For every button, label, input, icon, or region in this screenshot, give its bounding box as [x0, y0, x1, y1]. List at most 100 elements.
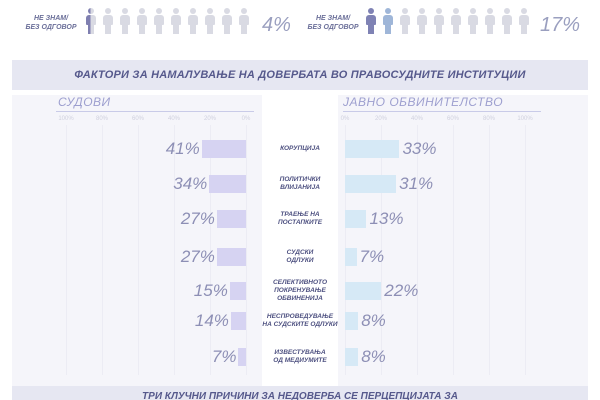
courts-axis-tick: 100%: [58, 116, 74, 122]
person-icon: [222, 8, 232, 34]
prosecution-value-label: 31%: [399, 174, 434, 193]
prosecution-bar: [345, 210, 367, 228]
person-icon: [205, 8, 215, 34]
prosecution-bar: [345, 312, 359, 330]
courts-axis-tick: 80%: [95, 116, 108, 122]
top-right-percent: 17%: [540, 14, 581, 36]
factor-label: ТРАЕЊЕ НА ПОСТАПКИТЕ: [262, 211, 338, 227]
person-icon: [417, 8, 427, 34]
courts-gridline: [174, 125, 175, 375]
top-left-dont-know-label: НЕ ЗНАМ/ БЕЗ ОДГОВОР: [25, 15, 77, 31]
person-icon: [434, 8, 444, 34]
footer-banner: ТРИ КЛУЧНИ ПРИЧИНИ ЗА НЕДОВЕРБА СЕ ПЕРЦЕ…: [12, 386, 588, 400]
prosecution-title: ЈАВНО ОБВИНИТЕЛСТВО: [343, 95, 504, 109]
prosecution-bar: [345, 175, 397, 193]
factor-label-line: СУДСКИ: [286, 249, 314, 256]
courts-value-label: 7%: [211, 347, 237, 366]
courts-value-label: 27%: [180, 247, 215, 266]
prosecution-axis-tick: 80%: [482, 116, 495, 122]
courts-value-label: 27%: [180, 209, 215, 228]
prosecution-value-label: 7%: [359, 247, 385, 266]
person-icon: [171, 8, 181, 34]
factor-label: СЕЛЕКТИВНОТО ПОКРЕНУВАЊЕ ОБВИНЕНИЈА: [262, 279, 338, 303]
factor-label-line: ПОКРЕНУВАЊЕ: [274, 287, 326, 294]
person-icon: [86, 8, 96, 34]
courts-bar: [216, 210, 246, 228]
courts-gridline: [246, 125, 247, 375]
prosecution-bar: [345, 248, 357, 266]
prosecution-value-label: 8%: [361, 311, 386, 330]
person-icon: [188, 8, 198, 34]
prosecution-gridline: [489, 125, 490, 375]
courts-bar: [216, 248, 246, 266]
courts-title-underline: [56, 111, 254, 112]
prosecution-bar: [345, 282, 382, 300]
prosecution-value-label: 22%: [384, 281, 419, 300]
person-icon: [137, 8, 147, 34]
person-icon: [502, 8, 512, 34]
person-icon: [383, 8, 393, 34]
courts-axis-tick: 40%: [167, 116, 180, 122]
person-icon: [519, 8, 529, 34]
person-icon: [103, 8, 113, 34]
courts-gridline: [138, 125, 139, 375]
courts-axis-tick: 0%: [241, 116, 251, 122]
courts-title: СУДОВИ: [58, 95, 111, 109]
person-icon: [239, 8, 249, 34]
courts-value-label: 15%: [193, 281, 228, 300]
factor-label: СУДСКИ ОДЛУКИ: [262, 249, 338, 265]
courts-value-label: 41%: [165, 139, 200, 158]
factor-label-line: СЕЛЕКТИВНОТО: [272, 279, 327, 286]
factor-label-line: НА СУДСКИТЕ ОДЛУКИ: [262, 321, 338, 328]
prosecution-bar: [345, 140, 400, 158]
person-icon: [485, 8, 495, 34]
courts-bar: [201, 140, 246, 158]
prosecution-axis-tick: 40%: [410, 116, 423, 122]
prosecution-value-label: 8%: [361, 347, 386, 366]
factor-label: НЕСПРОВЕДУВАЊЕ НА СУДСКИТЕ ОДЛУКИ: [262, 313, 338, 329]
prosecution-gridline: [525, 125, 526, 375]
prosecution-gridline: [381, 125, 382, 375]
factor-label-line: ТРАЕЊЕ НА: [280, 211, 320, 218]
prosecution-title-underline: [343, 111, 541, 112]
prosecution-value-label: 33%: [402, 139, 437, 158]
top-left-percent: 4%: [262, 14, 291, 36]
factor-label-line: ОДЛУКИ: [286, 257, 314, 264]
factor-label: ПОЛИТИЧКИ ВЛИЈАНИЈА: [262, 176, 338, 192]
courts-bar: [238, 348, 246, 366]
courts-value-label: 14%: [194, 311, 229, 330]
section-banner: ФАКТОРИ ЗА НАМАЛУВАЊЕ НА ДОВЕРБАТА ВО ПР…: [12, 60, 588, 90]
factor-label-line: ПОСТАПКИТЕ: [277, 219, 323, 226]
factor-label-line: НЕСПРОВЕДУВАЊЕ: [266, 313, 334, 320]
factor-label-line: ПОЛИТИЧКИ: [279, 176, 321, 183]
top-right-dont-know-label: НЕ ЗНАМ/ БЕЗ ОДГОВОР: [307, 15, 359, 31]
courts-gridline: [66, 125, 67, 375]
prosecution-axis-tick: 0%: [340, 116, 350, 122]
factor-label: КОРУПЦИЈА: [262, 145, 338, 153]
prosecution-gridline: [453, 125, 454, 375]
person-icon: [400, 8, 410, 34]
prosecution-bar: [345, 348, 359, 366]
person-icon: [120, 8, 130, 34]
factor-label-line: ИЗВЕСТУВАЊА: [274, 349, 326, 356]
prosecution-gridline: [417, 125, 418, 375]
person-icon: [366, 8, 376, 34]
courts-value-label: 34%: [173, 174, 208, 193]
courts-bar: [230, 312, 246, 330]
factor-label-line: ОБВИНЕНИЈА: [277, 295, 323, 302]
prosecution-axis-tick: 100%: [517, 116, 533, 122]
person-icon: [468, 8, 478, 34]
factor-label-line: КОРУПЦИЈА: [280, 145, 320, 152]
courts-gridline: [210, 125, 211, 375]
person-icon: [451, 8, 461, 34]
factor-label: ИЗВЕСТУВАЊА ОД МЕДИУМИТЕ: [262, 349, 338, 365]
courts-bar: [229, 282, 246, 300]
prosecution-value-label: 13%: [369, 209, 404, 228]
prosecution-axis-tick: 60%: [446, 116, 459, 122]
courts-gridline: [102, 125, 103, 375]
prosecution-axis-tick: 20%: [374, 116, 387, 122]
factor-label-line: ВЛИЈАНИЈА: [280, 184, 320, 191]
factor-label-line: ОД МЕДИУМИТЕ: [273, 357, 327, 364]
courts-axis-tick: 60%: [131, 116, 144, 122]
courts-bar: [209, 175, 246, 193]
